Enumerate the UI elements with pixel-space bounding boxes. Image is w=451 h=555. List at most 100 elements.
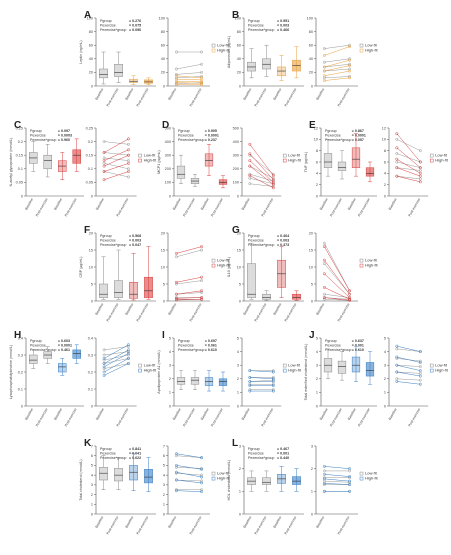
- pair-point: [322, 74, 326, 78]
- x-tick-label: Post-exercise: [210, 407, 224, 427]
- pair-line: [396, 147, 421, 168]
- pair-line: [396, 175, 421, 180]
- pair-point: [127, 351, 130, 355]
- pair-line: [176, 76, 202, 79]
- pair-line: [176, 290, 202, 295]
- y-tick-label: 0.1: [18, 167, 23, 171]
- pair-line: [104, 141, 129, 145]
- pair-point: [271, 370, 275, 374]
- stat-value: = 0.905: [205, 129, 217, 133]
- pair-point: [271, 180, 275, 184]
- pair-point: [395, 344, 399, 348]
- y-tick-label: 1: [169, 391, 171, 395]
- pair-point: [395, 160, 399, 164]
- pair-point: [418, 160, 422, 164]
- pair-point: [322, 76, 326, 80]
- pair-point: [418, 350, 422, 354]
- pair-point: [200, 289, 204, 293]
- pair-point: [418, 169, 422, 172]
- pair-line: [176, 479, 202, 484]
- legend-label: Low-fit: [288, 363, 301, 368]
- stat-value: = 0.440: [277, 456, 289, 460]
- panel-d: D MCP1 (pg/mL) 0 100 200 300 400 500 Pgroup = 0.9…: [157, 120, 302, 217]
- pair-point: [418, 149, 422, 153]
- pair-line: [396, 175, 421, 183]
- pair-point: [348, 45, 352, 49]
- pair-point: [200, 83, 204, 87]
- box: [72, 349, 81, 359]
- pair-y-tick-label: 3: [163, 483, 165, 487]
- stat-value: = 0.610: [205, 348, 217, 352]
- panel-letter: B: [232, 10, 239, 21]
- box: [72, 149, 81, 164]
- pair-point: [395, 166, 399, 170]
- pair-x-tick-label: Post-exercise: [116, 407, 130, 427]
- box: [58, 363, 67, 373]
- pair-x-tick-label: Post-exercise: [337, 302, 351, 322]
- box: [176, 165, 186, 179]
- legend-label: High-fit: [365, 263, 379, 268]
- x-tick-label: Post-exercise: [182, 407, 196, 427]
- y-axis-label: IL10 (pg/mL): [227, 257, 231, 277]
- box: [277, 66, 286, 77]
- pair-y-tick-label: 10: [382, 138, 386, 142]
- y-tick-label: 20: [237, 71, 241, 75]
- legend-swatch: [282, 368, 287, 373]
- pair-line: [396, 371, 421, 377]
- x-tick-label: Post-exercise: [329, 407, 343, 427]
- x-tick-label: Post-exercise: [106, 515, 120, 535]
- pair-point: [418, 382, 422, 386]
- pair-point: [322, 272, 326, 276]
- stat-value: = 0.003: [277, 24, 289, 28]
- box: [262, 293, 271, 300]
- x-tick-label: Baseline: [94, 302, 104, 315]
- pair-y-tick-label: 0: [237, 404, 239, 408]
- y-tick-label: 5: [169, 336, 171, 340]
- y-tick-label: 6: [316, 160, 318, 164]
- pair-line: [396, 167, 421, 177]
- pair-point: [200, 473, 204, 477]
- pair-point: [102, 373, 106, 377]
- pair-y-tick-label: 2: [384, 377, 386, 381]
- legend-label: High-fit: [144, 158, 158, 163]
- y-axis-label: Lysophosphatidylcholine (mmol/L): [9, 345, 13, 399]
- pair-point: [102, 159, 106, 163]
- y-tick-label: 0.1: [18, 387, 23, 391]
- pair-point: [418, 365, 422, 369]
- pair-point: [348, 76, 352, 80]
- pair-point: [200, 76, 204, 80]
- pair-y-tick-label: 0.2: [88, 140, 93, 144]
- pair-point: [102, 365, 106, 369]
- pair-x-tick-label: Post-exercise: [260, 407, 274, 427]
- pair-point: [127, 159, 130, 163]
- stat-value: = 0.467: [277, 447, 289, 451]
- stat-value: = 0.568: [129, 234, 141, 238]
- pair-line: [176, 246, 202, 254]
- pair-y-tick-label: 0.4: [88, 336, 93, 340]
- pair-line: [103, 349, 129, 364]
- pair-line: [396, 348, 421, 352]
- pair-point: [174, 465, 178, 469]
- stat-label: Pexercise*group: [100, 456, 126, 460]
- stat-value: = 0.466: [277, 28, 289, 32]
- pair-x-tick-label: Baseline: [95, 197, 105, 210]
- stat-label: Pgroup: [30, 339, 42, 343]
- stat-label: Pgroup: [325, 129, 337, 133]
- pair-point: [395, 355, 399, 359]
- pair-x-tick-label: Post-exercise: [337, 87, 351, 107]
- pair-point: [127, 153, 130, 157]
- pair-point: [395, 363, 399, 367]
- pair-line: [103, 344, 129, 359]
- pair-x-tick-label: Baseline: [241, 197, 251, 210]
- pair-y-tick-label: 0.05: [86, 181, 93, 185]
- legend-label: Low-fit: [365, 258, 378, 263]
- stat-value: = 0.057: [352, 138, 364, 142]
- panel-g: G IL10 (pg/mL) 0 5 10 15 20 Pgroup = 0.464 Pexerc…: [227, 225, 379, 322]
- pair-line: [104, 171, 129, 178]
- box: [337, 360, 347, 374]
- x-tick-label: Baseline: [172, 407, 182, 420]
- pair-line: [176, 471, 202, 478]
- pair-y-tick-label: 4: [237, 350, 239, 354]
- pair-x-tick-label: Baseline: [95, 407, 105, 420]
- pair-y-tick-label: 2: [311, 467, 313, 471]
